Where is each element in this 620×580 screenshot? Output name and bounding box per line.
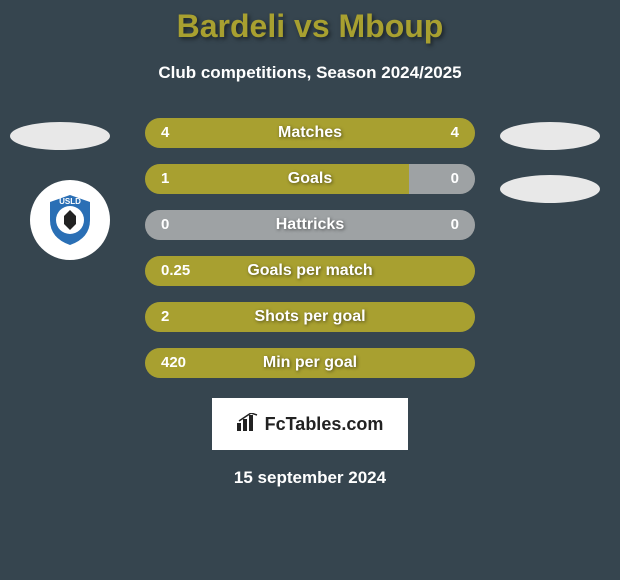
shield-icon: USLD [40, 190, 100, 250]
subtitle: Club competitions, Season 2024/2025 [0, 63, 620, 83]
stat-row: 1Goals0 [145, 164, 475, 194]
branding-text: FcTables.com [265, 414, 384, 435]
stat-label: Matches [145, 118, 475, 148]
stat-label: Shots per goal [145, 302, 475, 332]
stat-label: Goals [145, 164, 475, 194]
date-text: 15 september 2024 [0, 468, 620, 488]
branding-badge: FcTables.com [212, 398, 408, 450]
left-placeholder-1 [10, 122, 110, 150]
stat-row: 4Matches4 [145, 118, 475, 148]
stat-label: Hattricks [145, 210, 475, 240]
stat-row: 0.25Goals per match [145, 256, 475, 286]
svg-text:USLD: USLD [59, 197, 81, 206]
page-title: Bardeli vs Mboup [0, 8, 620, 45]
right-placeholder-1 [500, 122, 600, 150]
stat-row: 2Shots per goal [145, 302, 475, 332]
chart-icon [237, 413, 259, 436]
stat-row: 420Min per goal [145, 348, 475, 378]
stat-value-right: 0 [451, 164, 459, 194]
stat-label: Min per goal [145, 348, 475, 378]
right-placeholder-2 [500, 175, 600, 203]
stat-value-right: 0 [451, 210, 459, 240]
stat-value-right: 4 [451, 118, 459, 148]
team-logo-left: USLD [30, 180, 110, 260]
comparison-container: Bardeli vs Mboup Club competitions, Seas… [0, 0, 620, 488]
stat-row: 0Hattricks0 [145, 210, 475, 240]
stat-label: Goals per match [145, 256, 475, 286]
